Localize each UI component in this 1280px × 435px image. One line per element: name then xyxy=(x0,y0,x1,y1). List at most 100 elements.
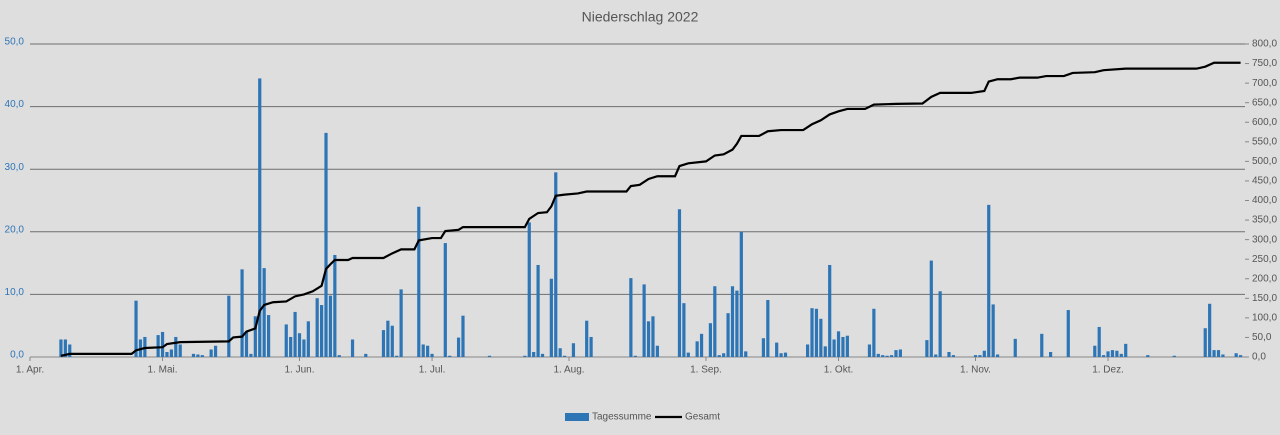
chart-title: Niederschlag 2022 xyxy=(582,9,699,25)
bar xyxy=(134,300,138,357)
y2-tick-label: 700,0 xyxy=(1252,78,1277,89)
bar xyxy=(160,331,165,357)
bar xyxy=(947,351,951,357)
bar xyxy=(1115,350,1119,357)
bar xyxy=(1097,326,1101,357)
bar xyxy=(708,323,712,357)
bar xyxy=(417,206,421,357)
bar xyxy=(1013,338,1017,357)
bar xyxy=(841,336,845,357)
bar xyxy=(191,353,196,357)
bar xyxy=(744,351,748,357)
bar xyxy=(1208,303,1212,357)
bar xyxy=(200,355,204,357)
bar xyxy=(244,331,249,357)
bar xyxy=(448,355,452,357)
bar xyxy=(1066,310,1070,357)
bar xyxy=(1106,351,1110,357)
bar xyxy=(1203,328,1207,357)
bar xyxy=(810,308,814,357)
bar xyxy=(558,348,562,357)
bar xyxy=(885,355,889,357)
bar xyxy=(677,209,682,357)
bar xyxy=(174,336,178,357)
bar xyxy=(302,339,306,357)
bar xyxy=(783,352,788,357)
bar xyxy=(169,349,173,357)
bar xyxy=(258,78,262,358)
bar xyxy=(240,269,244,357)
bar xyxy=(253,316,257,357)
bar xyxy=(213,345,218,357)
bar xyxy=(819,318,823,357)
bar xyxy=(814,308,819,357)
bar xyxy=(655,345,659,357)
bar xyxy=(1049,351,1053,357)
bar xyxy=(1110,350,1115,357)
bar xyxy=(536,264,540,357)
bar xyxy=(651,316,655,357)
bar xyxy=(328,295,333,357)
bar xyxy=(1124,343,1128,357)
bar xyxy=(1093,345,1097,357)
bar xyxy=(209,349,213,357)
y2-tick-label: 500,0 xyxy=(1252,156,1277,167)
y2-tick-label: 350,0 xyxy=(1252,215,1277,226)
bar xyxy=(722,353,726,357)
bar xyxy=(823,346,827,357)
bar xyxy=(779,353,783,357)
bar xyxy=(571,343,576,357)
bar xyxy=(1216,350,1221,357)
bar xyxy=(549,278,553,357)
bar xyxy=(713,286,717,357)
bar xyxy=(249,353,253,357)
bar xyxy=(196,354,200,357)
bar xyxy=(165,351,169,357)
bar xyxy=(629,278,633,357)
y2-tick-label: 400,0 xyxy=(1252,195,1277,206)
bar xyxy=(982,350,986,357)
x-tick-label: 1. Sep. xyxy=(690,365,722,376)
bar xyxy=(766,300,770,357)
bar xyxy=(735,290,739,357)
bar xyxy=(876,353,880,357)
bar xyxy=(761,338,766,357)
bar xyxy=(1119,353,1123,357)
bar xyxy=(487,355,492,357)
bar xyxy=(63,339,67,357)
bar xyxy=(898,349,902,357)
bar xyxy=(443,243,447,357)
y2-tick-label: 250,0 xyxy=(1252,254,1277,265)
bar xyxy=(262,268,266,357)
bar xyxy=(991,304,995,357)
bar xyxy=(646,321,651,357)
bar xyxy=(324,132,328,357)
bar xyxy=(828,264,832,357)
bar xyxy=(585,320,589,357)
x-tick-label: 1. Jul. xyxy=(419,365,446,376)
y2-tick-label: 650,0 xyxy=(1252,97,1277,108)
bar xyxy=(925,340,929,357)
bar xyxy=(315,298,319,357)
bar xyxy=(456,337,461,357)
x-tick-label: 1. Mai. xyxy=(148,365,178,376)
bar xyxy=(1102,355,1106,357)
y2-tick-label: 100,0 xyxy=(1252,313,1277,324)
y-tick-label: 20,0 xyxy=(5,224,25,235)
bar xyxy=(633,355,637,357)
y2-tick-label: 550,0 xyxy=(1252,136,1277,147)
y2-tick-label: 600,0 xyxy=(1252,117,1277,128)
bar xyxy=(642,284,646,357)
bar xyxy=(699,333,704,357)
bar xyxy=(686,352,690,357)
bar xyxy=(364,353,368,357)
bar xyxy=(978,355,982,357)
y2-tick-label: 150,0 xyxy=(1252,293,1277,304)
bar xyxy=(227,295,231,357)
bar xyxy=(987,204,991,357)
bar xyxy=(266,315,271,357)
legend-label: Tagessumme xyxy=(592,412,652,423)
bar xyxy=(563,355,567,357)
bar xyxy=(178,344,182,357)
